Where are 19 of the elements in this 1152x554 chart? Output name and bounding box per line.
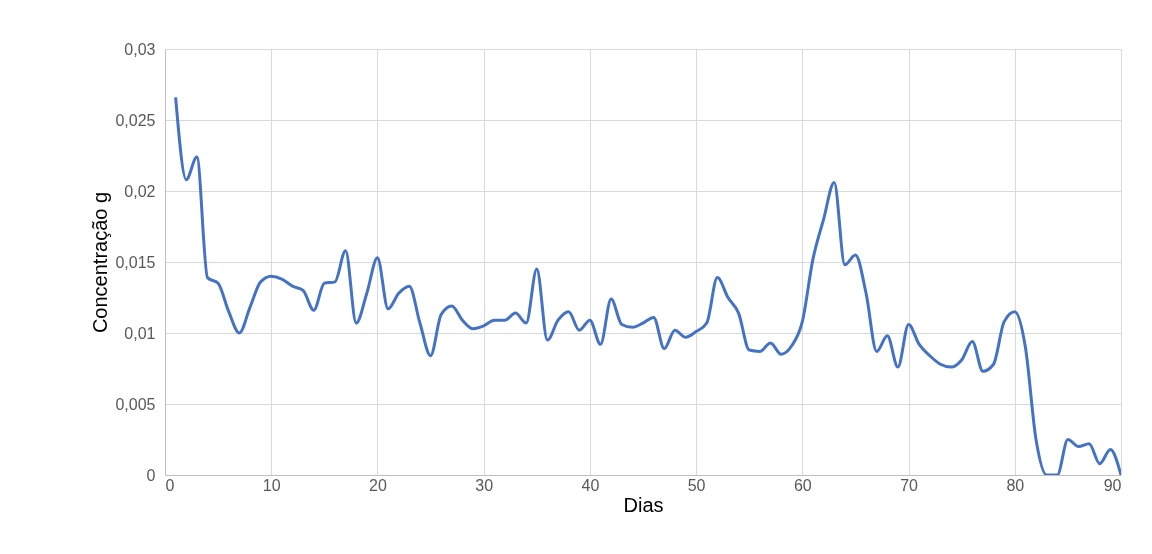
x-tick-label: 70 [900,476,919,494]
x-axis-title: Dias [623,493,664,516]
y-tick-label: 0,03 [124,40,156,58]
x-tick-label: 0 [165,476,175,494]
x-tick-label: 10 [262,476,281,494]
x-tick-label: 30 [475,476,494,494]
x-tick-label: 90 [1103,476,1122,494]
y-tick-label: 0,005 [115,395,156,413]
y-tick-label: 0,025 [115,111,156,129]
x-tick-label: 50 [687,476,706,494]
x-tick-label: 20 [369,476,387,494]
x-tick-label: 60 [793,476,812,494]
y-axis-title: Concentração g [89,191,112,334]
y-tick-label: 0,01 [124,324,156,342]
x-tick-label: 40 [581,476,600,494]
line-series [174,95,1121,475]
y-tick-label: 0,015 [115,253,156,271]
x-tick-label: 80 [1006,476,1025,494]
y-tick-label: 0,02 [124,182,156,200]
